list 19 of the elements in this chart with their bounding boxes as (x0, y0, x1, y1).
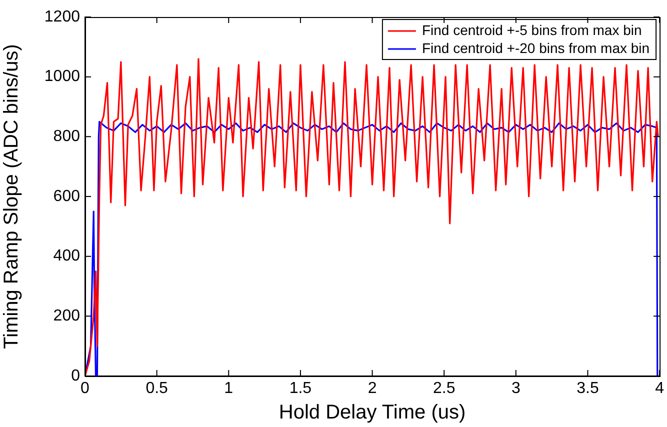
y-tick-label: 400 (53, 248, 80, 265)
y-tick-label: 600 (53, 188, 80, 205)
x-tick-label: 3 (511, 380, 520, 398)
x-tick-label: 3.5 (576, 380, 599, 398)
legend-label: Find centroid +-5 bins from max bin (422, 22, 642, 38)
y-tick-label: 1000 (44, 68, 80, 86)
y-tick-label: 200 (53, 308, 80, 325)
x-tick-label: 4 (655, 380, 664, 398)
x-tick-label: 2.5 (432, 380, 456, 398)
x-axis-title: Hold Delay Time (us) (278, 402, 466, 424)
y-axis-title: Timing Ramp Slope (ADC bins/us) (0, 44, 23, 349)
legend-label: Find centroid +-20 bins from max bin (422, 40, 650, 56)
x-tick-label: 1.5 (289, 380, 312, 398)
x-tick-label: 1 (224, 380, 234, 398)
x-tick-label: 2 (368, 380, 377, 398)
y-tick-label: 800 (53, 128, 80, 146)
x-tick-label: 0.5 (146, 380, 168, 398)
y-tick-label: 1200 (44, 8, 80, 26)
y-tick-label: 0 (71, 367, 80, 384)
